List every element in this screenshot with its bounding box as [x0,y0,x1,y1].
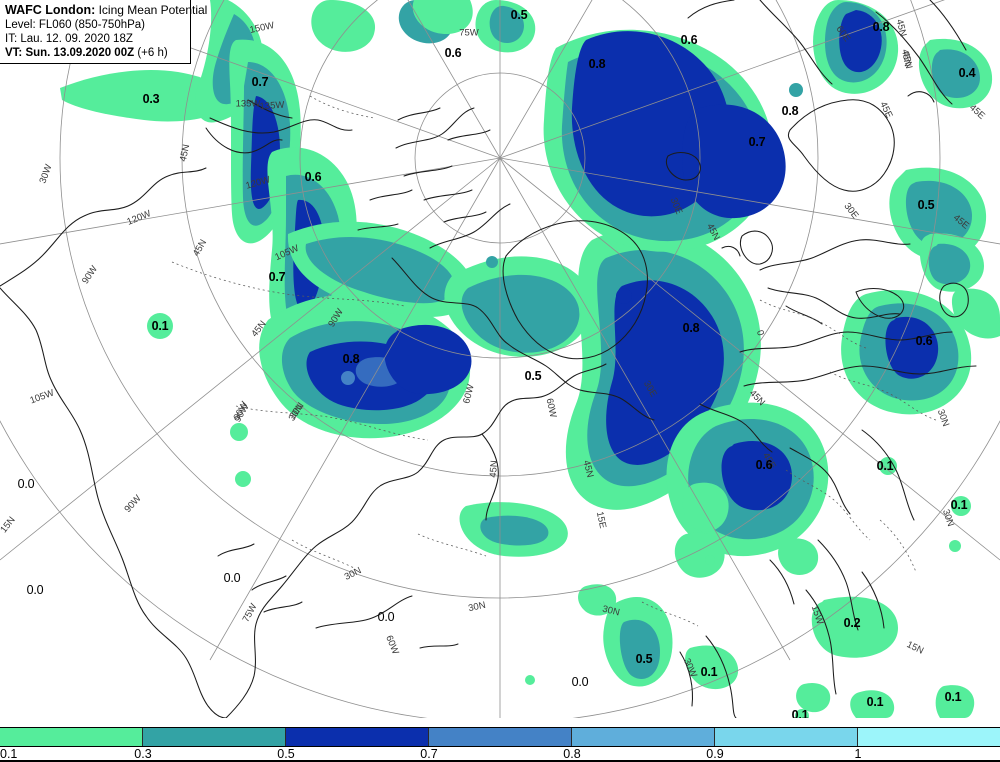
contour-value-label: 0.5 [635,652,653,666]
contour-value-label: 0.8 [872,20,890,34]
graticule-label: 45N [487,459,501,479]
contour-value-label: 0.5 [524,369,542,383]
issuer-label: WAFC London: [5,3,96,17]
graticule-label: 135W [259,99,285,113]
contour-value-label: 0.8 [342,352,360,366]
contour-value-label: 0.0 [377,610,395,624]
legend-swatch-1[interactable] [143,728,286,746]
contour-value-label: 0.5 [917,198,935,212]
contour-value-label: 0.7 [268,270,286,284]
contour-value-label: 0.1 [700,665,718,679]
contour-value-label: 0.1 [876,459,894,473]
legend-tick-1: 1 [854,747,862,761]
legend-swatch-5[interactable] [715,728,858,746]
contour-value-label: 0.8 [588,57,606,71]
valid-time-offset: (+6 h) [137,47,168,60]
contour-value-label: 0.1 [944,690,962,704]
contour-value-label: 0.6 [444,46,462,60]
legend-swatch-4[interactable] [572,728,715,746]
contour-value-label: 0.8 [781,104,799,118]
coastlines [0,0,977,718]
legend-swatch-0[interactable] [0,728,143,746]
contour-value-label: 0.6 [915,334,933,348]
legend-swatch-3[interactable] [429,728,572,746]
political-borders [171,95,937,627]
contour-value-label: 0.1 [950,498,968,512]
contour-value-label: 0.1 [791,708,809,718]
contour-value-label: 0.0 [571,675,589,689]
legend-tick-labels: 0.1 0.3 0.5 0.7 0.8 0.9 1 [0,747,1000,762]
graticule-label: 75W [459,27,479,39]
contour-value-label: 0.7 [251,75,269,89]
legend-tick-0-3: 0.3 [134,747,152,761]
icing-contour-fills [60,0,1000,718]
map-graphic [0,0,1000,718]
product-title: Icing Mean Potential [98,3,208,17]
contour-value-label: 0.7 [748,135,766,149]
contour-value-label: 0.1 [151,319,169,333]
contour-value-label: 0.8 [682,321,700,335]
contour-value-label: 0.4 [958,66,976,80]
legend-tick-0-5: 0.5 [277,747,295,761]
legend-colorbar-panel: 0.1 0.3 0.5 0.7 0.8 0.9 1 [0,718,1000,762]
valid-time-label: VT: Sun. 13.09.2020 00Z [5,47,135,60]
bottom-rule [0,760,1000,762]
contour-value-label: 0.1 [866,695,884,709]
graticule-label: 135W [235,98,261,110]
contour-value-label: 0.6 [304,170,322,184]
contour-value-label: 0.0 [17,477,35,491]
product-info-box: WAFC London: Icing Mean Potential Level:… [0,0,207,65]
contour-value-label: 0.2 [843,616,861,630]
info-title-line: WAFC London: Icing Mean Potential [5,3,207,18]
map-canvas[interactable]: 150W 135W 135W 30W 120W 45N 120W 105W 105W 45N 45N… [0,0,1000,718]
legend-swatch-2[interactable] [286,728,429,746]
legend-swatch-6[interactable] [858,728,1000,746]
legend-tick-0-1: 0.1 [0,747,18,761]
legend-tick-0-8: 0.8 [563,747,581,761]
contour-value-label: 0.6 [755,458,773,472]
issue-time-label: IT: Lau. 12. 09. 2020 18Z [5,33,133,46]
contour-value-label: 0.0 [26,583,44,597]
legend-tick-0-7: 0.7 [420,747,438,761]
contour-value-label: 0.0 [223,571,241,585]
legend-tick-0-9: 0.9 [706,747,724,761]
valid-time-line: VT: Sun. 13.09.2020 00Z (+6 h) [5,46,186,60]
contour-value-label: 0.6 [680,33,698,47]
legend-colorbar[interactable] [0,727,1000,747]
contour-value-label: 0.5 [510,8,528,22]
flight-level-label: Level: FL060 (850-750hPa) [5,19,146,32]
contour-value-label: 0.3 [142,92,160,106]
